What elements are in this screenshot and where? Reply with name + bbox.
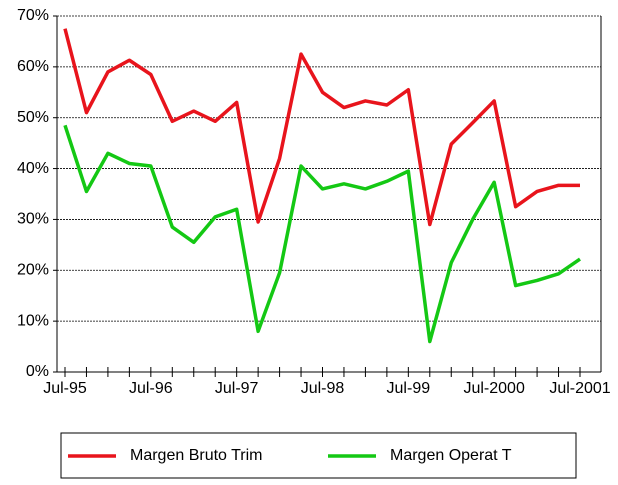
x-tick-label: Jul-99 bbox=[387, 380, 431, 397]
y-tick-label: 50% bbox=[17, 109, 49, 126]
y-tick-label: 70% bbox=[17, 7, 49, 24]
y-tick-label: 30% bbox=[17, 211, 49, 228]
legend-label: Margen Operat T bbox=[390, 447, 512, 464]
x-tick-label: Jul-95 bbox=[43, 380, 87, 397]
x-tick-label: Jul-96 bbox=[129, 380, 173, 397]
x-tick-label: Jul-98 bbox=[301, 380, 345, 397]
y-tick-label: 40% bbox=[17, 160, 49, 177]
y-tick-label: 10% bbox=[17, 312, 49, 329]
x-tick-label: Jul-2000 bbox=[463, 380, 524, 397]
x-tick-label: Jul-2001 bbox=[549, 380, 610, 397]
legend-box bbox=[60, 432, 577, 479]
y-tick-label: 0% bbox=[26, 363, 49, 380]
series-line bbox=[63, 28, 580, 227]
y-tick-label: 20% bbox=[17, 262, 49, 279]
legend-label: Margen Bruto Trim bbox=[130, 447, 262, 464]
series-line bbox=[63, 124, 581, 344]
y-tick-label: 60% bbox=[17, 58, 49, 75]
x-tick-label: Jul-97 bbox=[215, 380, 259, 397]
